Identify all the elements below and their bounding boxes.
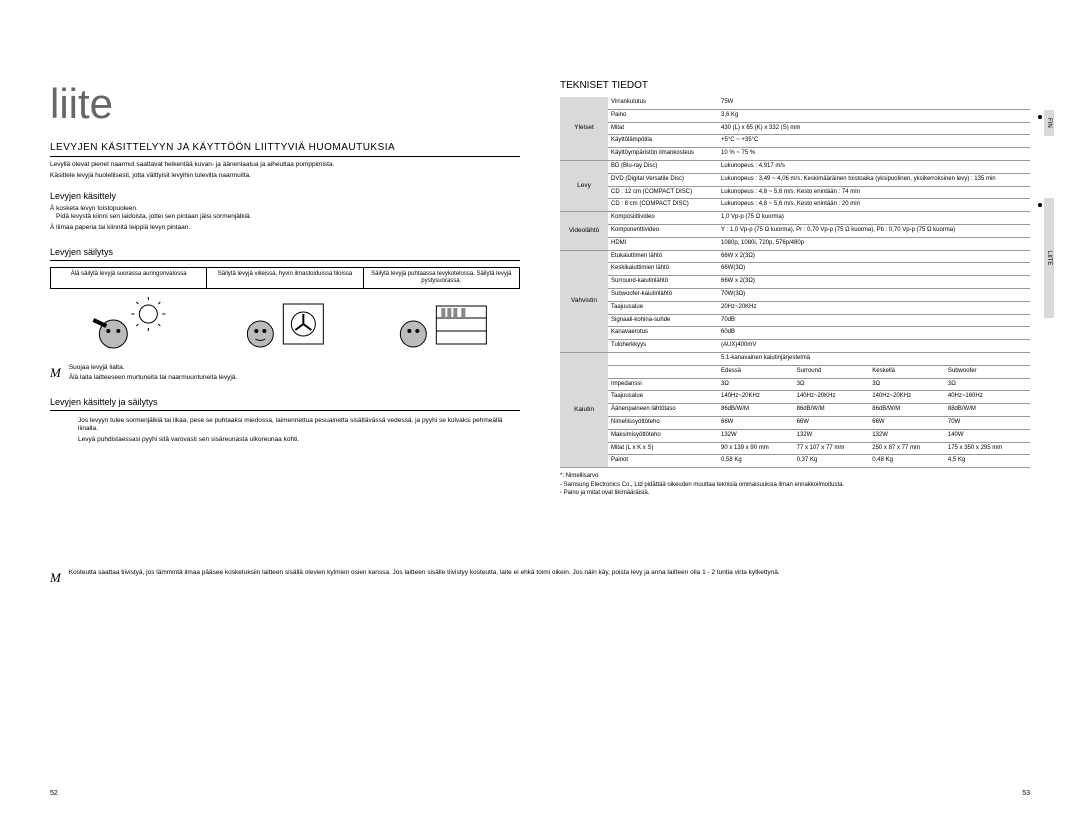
spec-value: Lukunopeus : 3,49 ~ 4,06 m/s. Keskimäärä… bbox=[718, 173, 1030, 186]
spec-label: Signaali-kohina-suhde bbox=[608, 314, 718, 327]
spec-label: BD (Blu-ray Disc) bbox=[608, 160, 718, 173]
spec-label: CD : 12 cm (COMPACT DISC) bbox=[608, 186, 718, 199]
tab-fin: FIN bbox=[1044, 110, 1054, 136]
spec-label: Subwoofer-kaiutinlähtö bbox=[608, 288, 718, 301]
storage-c1: Älä säilytä levyjä suorassa auringonvalo… bbox=[51, 268, 207, 288]
handling-heading: Levyjen käsittely bbox=[50, 191, 520, 201]
note1-l1: Suojaa levyjä lialta. bbox=[69, 363, 237, 373]
side-tabs: FIN LIITE bbox=[1044, 110, 1060, 320]
spec-label: Paino bbox=[608, 109, 718, 122]
spec-label: Kanavaerotus bbox=[608, 327, 718, 340]
illus-fan bbox=[207, 293, 364, 353]
spec-label: Komponenttivideo bbox=[608, 224, 718, 237]
handling-b1: kosketa levyn toistopuoleen. bbox=[50, 205, 520, 214]
spec-value: Lukunopeus : 4,8 ~ 5,6 m/s. Kesto enintä… bbox=[718, 199, 1030, 212]
spec-cat: Levy bbox=[560, 160, 608, 211]
spec-value: 66W x 2(3Ω) bbox=[718, 250, 1030, 263]
main-title: liite bbox=[50, 80, 520, 128]
spec-label: Etukaiuttimen lähtö bbox=[608, 250, 718, 263]
spec-table: YleisetVirrankulutus75WPaino3,6 KgMitat4… bbox=[560, 97, 1030, 468]
illus-sun bbox=[50, 293, 207, 353]
storage-table: Älä säilytä levyjä suorassa auringonvalo… bbox=[50, 267, 520, 289]
spec-value: 70W(3Ω) bbox=[718, 288, 1030, 301]
spec-notes: *: Nimellisarvo - Samsung Electronics Co… bbox=[560, 472, 1030, 497]
spec-note-1: *: Nimellisarvo bbox=[560, 472, 1030, 480]
storage-c3: Säilytä levyjä puhtaassa levykotelossa. … bbox=[364, 268, 519, 288]
spec-label: Käyttöympäristön ilmankosteus bbox=[608, 148, 718, 161]
spec-cat: Yleiset bbox=[560, 97, 608, 160]
spec-value: 430 (L) x 65 (K) x 332 (S) mm bbox=[718, 122, 1030, 135]
spec-value: Lukunopeus : 4,8 ~ 5,6 m/s. Kesto enintä… bbox=[718, 186, 1030, 199]
spec-value: Y : 1,0 Vp-p (75 Ω kuorma), Pr : 0,70 Vp… bbox=[718, 224, 1030, 237]
spec-value: 75W bbox=[718, 97, 1030, 109]
illus-shelf bbox=[363, 293, 520, 353]
handling-b3: liimaa paperia tai kiinnitä teippiä levy… bbox=[50, 224, 520, 233]
spec-label: Virrankulutus bbox=[608, 97, 718, 109]
clean-body1: Jos levyyn tulee sormenjälkiä tai likaa,… bbox=[50, 417, 520, 435]
spec-value: 66W x 2(3Ω) bbox=[718, 276, 1030, 289]
spec-value: (AUX)400mV bbox=[718, 340, 1030, 353]
illustrations-row bbox=[50, 293, 520, 353]
tab-liite: LIITE bbox=[1044, 198, 1054, 318]
spec-note-3: - Paino ja mitat ovat likimääräisiä. bbox=[560, 489, 1030, 497]
note-m-icon-2: M bbox=[50, 568, 61, 588]
spec-cat: Kaiutin bbox=[560, 352, 608, 467]
note1-l2: Älä laita laitteeseen murtuneita tai naa… bbox=[69, 373, 237, 383]
spec-label: Käyttölämpötila bbox=[608, 135, 718, 148]
note-block-1: M Suojaa levyjä lialta. Älä laita laitte… bbox=[50, 363, 520, 383]
spec-value: 70dB bbox=[718, 314, 1030, 327]
spec-cat: Vahvistin bbox=[560, 250, 608, 352]
section1-body2: Käsittele levyjä huolellisesti, jotta vä… bbox=[50, 172, 520, 181]
right-page: TEKNISET TIEDOT YleisetVirrankulutus75WP… bbox=[560, 80, 1030, 497]
spec-note-2: - Samsung Electronics Co., Ltd pidättää … bbox=[560, 481, 1030, 489]
spec-title: TEKNISET TIEDOT bbox=[560, 80, 1030, 91]
clean-heading: Levyjen käsittely ja säilytys bbox=[50, 397, 520, 411]
section1-body1: Levyllä olevat pienet naarmut saattavat … bbox=[50, 161, 520, 170]
spec-value: 20Hz~20KHz bbox=[718, 301, 1030, 314]
spec-value: Lukunopeus : 4,917 m/s bbox=[718, 160, 1030, 173]
spec-value: 3,6 Kg bbox=[718, 109, 1030, 122]
page-num-left: 52 bbox=[50, 790, 58, 797]
storage-c2: Säilytä levyjä viileissä, hyvin ilmastoi… bbox=[207, 268, 363, 288]
note-m-icon: M bbox=[50, 363, 61, 383]
spec-value: 1,0 Vp-p (75 Ω kuorma) bbox=[718, 212, 1030, 225]
spec-value: 60dB bbox=[718, 327, 1030, 340]
spec-label: Mitat bbox=[608, 122, 718, 135]
spec-label: Komposiittivideo bbox=[608, 212, 718, 225]
storage-heading: Levyjen säilytys bbox=[50, 247, 520, 261]
left-page: liite LEVYJEN KÄSITTELYYN JA KÄYTTÖÖN LI… bbox=[50, 80, 520, 497]
spec-label: Keskikaiuttimien lähtö bbox=[608, 263, 718, 276]
spec-label: Tuloherkkyys bbox=[608, 340, 718, 353]
wide-note: M Kosteutta saattaa tiivistyä, jos lämmi… bbox=[50, 568, 1030, 588]
spec-label: CD : 8 cm (COMPACT DISC) bbox=[608, 199, 718, 212]
wide-note-text: Kosteutta saattaa tiivistyä, jos lämmint… bbox=[69, 568, 780, 588]
clean-body2: Levyä puhdistaessasi pyyhi sitä varovast… bbox=[50, 436, 520, 445]
page-num-right: 53 bbox=[1022, 790, 1030, 797]
spec-label: Taajuusalue bbox=[608, 301, 718, 314]
handling-b2: Pidä levystä kiinni sen laidoista, jotte… bbox=[50, 213, 520, 222]
spec-value: 10 % ~ 75 % bbox=[718, 148, 1030, 161]
section-heading-1: LEVYJEN KÄSITTELYYN JA KÄYTTÖÖN LIITTYVI… bbox=[50, 142, 520, 157]
spec-cat: Videolähtö bbox=[560, 212, 608, 250]
spec-label: DVD (Digital Versatile Disc) bbox=[608, 173, 718, 186]
spec-value: +5°C ~ +35°C bbox=[718, 135, 1030, 148]
spec-label: Surround-kaiutinlähtö bbox=[608, 276, 718, 289]
spec-value: 1080p, 1080i, 720p, 576p/480p bbox=[718, 237, 1030, 250]
spec-value: 66W(3Ω) bbox=[718, 263, 1030, 276]
spec-label: HDMI bbox=[608, 237, 718, 250]
